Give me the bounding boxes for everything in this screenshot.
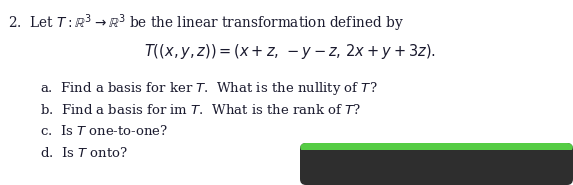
Bar: [300, 150, 573, 159]
FancyBboxPatch shape: [300, 143, 573, 152]
Text: d.  Is $T$ onto?: d. Is $T$ onto?: [40, 146, 128, 160]
Text: c.  Is $T$ one-to-one?: c. Is $T$ one-to-one?: [40, 124, 168, 138]
Text: $T((x, y, z)) = (x+z,\,-y-z,\,2x+y+3z).$: $T((x, y, z)) = (x+z,\,-y-z,\,2x+y+3z).$: [144, 42, 436, 61]
FancyBboxPatch shape: [300, 143, 573, 185]
Text: 2.  Let $T : \mathbb{R}^3 \to \mathbb{R}^3$ be the linear transformation defined: 2. Let $T : \mathbb{R}^3 \to \mathbb{R}^…: [8, 12, 404, 34]
Text: a.  Find a basis for ker $T$.  What is the nullity of $T$?: a. Find a basis for ker $T$. What is the…: [40, 80, 378, 97]
Text: b.  Find a basis for im $T$.  What is the rank of $T$?: b. Find a basis for im $T$. What is the …: [40, 103, 361, 117]
